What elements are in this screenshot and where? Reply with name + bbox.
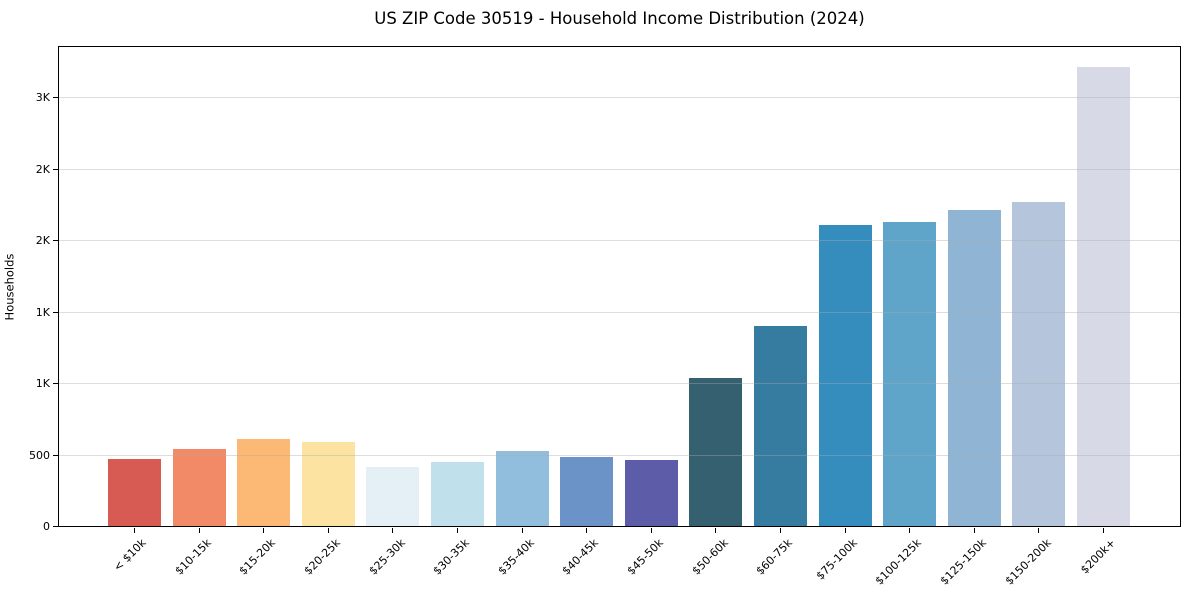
x-tick-mark-7 [586,527,588,533]
x-tick-mark-9 [715,527,717,533]
x-tick-mark-14 [1038,527,1040,533]
chart-title: US ZIP Code 30519 - Household Income Dis… [374,9,865,28]
y-tick-mark-1000 [53,383,58,385]
bar-15-20k [237,438,291,526]
x-tick-label-6: $35-40k [495,536,537,578]
bar-25-30k [366,467,420,526]
bar-10-15k [172,448,226,526]
y-tick-label-0: 0 [43,520,50,533]
x-tick-label-11: $75-100k [813,536,860,583]
y-tick-mark-2000 [53,240,58,242]
x-tick-mark-2 [263,527,265,533]
bar-125-150k [947,210,1001,526]
plot-area [58,46,1181,527]
gridline-y-2500 [59,168,1180,170]
y-tick-label-1500: 1K [35,305,50,319]
x-tick-label-15: $200k+ [1077,536,1118,577]
y-tick-mark-2500 [53,168,58,170]
x-tick-mark-11 [844,527,846,533]
y-tick-label-3000: 3K [35,91,50,105]
bar-200k [1077,67,1130,526]
bar-35-40k [495,450,549,526]
y-tick-mark-0 [53,526,58,527]
y-tick-label-2500: 2K [35,162,50,176]
x-tick-mark-3 [327,527,329,533]
x-tick-mark-10 [780,527,781,533]
x-tick-label-3: $20-25k [301,536,343,578]
x-tick-mark-5 [457,527,458,533]
bar-40-45k [560,456,614,526]
y-tick-mark-1500 [53,311,58,313]
x-tick-label-7: $40-45k [559,536,602,578]
bar-30-35k [431,462,484,526]
gridline-y-3000 [59,97,1180,99]
x-tick-mark-15 [1103,527,1104,533]
x-tick-label-2: $15-20k [236,536,279,578]
x-tick-label-10: $60-75k [753,536,795,578]
bar-45-50k [624,459,678,526]
x-tick-mark-13 [973,527,975,533]
gridline-y-1500 [59,311,1180,313]
x-tick-mark-6 [521,527,523,533]
x-tick-label-1: $10-15k [172,536,214,578]
y-tick-label-500: 500 [29,448,50,462]
x-tick-label-4: $25-30k [366,536,408,578]
gridline-y-500 [59,454,1180,456]
x-tick-label-0: < $10k [111,536,149,574]
bar-60-75k [754,325,807,526]
x-tick-mark-8 [650,527,652,533]
gridline-y-1000 [59,383,1180,385]
bar-75-100k [818,225,872,526]
x-tick-mark-1 [198,527,200,533]
y-tick-label-2000: 2K [35,234,50,248]
x-tick-label-12: $100-125k [873,536,925,588]
x-tick-label-14: $150-200k [1002,536,1054,588]
gridline-y-2000 [59,240,1180,242]
x-tick-label-8: $45-50k [624,536,666,578]
y-tick-mark-500 [53,454,58,456]
x-tick-mark-0 [134,527,135,533]
x-tick-label-13: $125-150k [937,536,989,588]
y-tick-mark-3000 [53,97,58,99]
x-tick-label-9: $50-60k [689,536,731,578]
x-tick-mark-12 [909,527,911,533]
bar-10k [108,458,161,526]
bar-150-200k [1012,202,1066,526]
bar-50-60k [689,378,743,526]
y-tick-label-1000: 1K [35,377,50,391]
x-tick-mark-4 [392,527,394,533]
bar-100-125k [883,221,937,526]
bar-20-25k [301,441,355,526]
x-tick-label-5: $30-35k [430,536,472,578]
